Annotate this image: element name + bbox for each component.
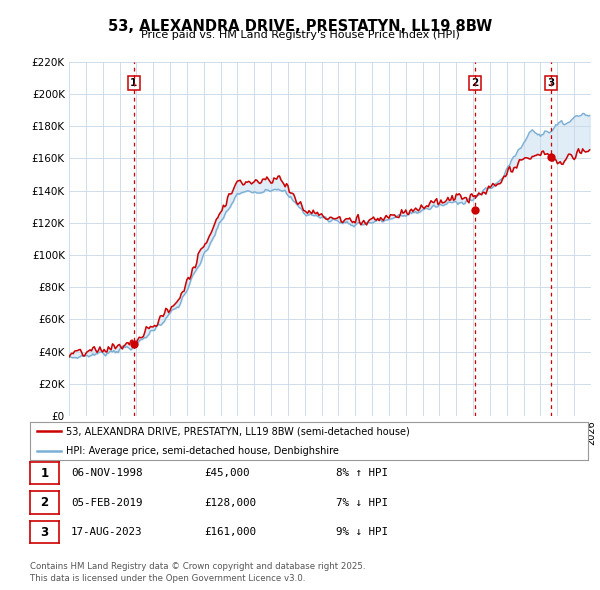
Text: Price paid vs. HM Land Registry's House Price Index (HPI): Price paid vs. HM Land Registry's House … bbox=[140, 30, 460, 40]
Text: £128,000: £128,000 bbox=[204, 498, 256, 507]
Text: 1: 1 bbox=[130, 78, 137, 88]
Text: 06-NOV-1998: 06-NOV-1998 bbox=[71, 468, 142, 478]
Text: 3: 3 bbox=[547, 78, 555, 88]
Text: 8% ↑ HPI: 8% ↑ HPI bbox=[336, 468, 388, 478]
Text: HPI: Average price, semi-detached house, Denbighshire: HPI: Average price, semi-detached house,… bbox=[66, 445, 339, 455]
Text: Contains HM Land Registry data © Crown copyright and database right 2025.
This d: Contains HM Land Registry data © Crown c… bbox=[30, 562, 365, 583]
Text: £161,000: £161,000 bbox=[204, 527, 256, 537]
Text: 1: 1 bbox=[40, 467, 49, 480]
Text: 9% ↓ HPI: 9% ↓ HPI bbox=[336, 527, 388, 537]
Text: 7% ↓ HPI: 7% ↓ HPI bbox=[336, 498, 388, 507]
Text: 2: 2 bbox=[40, 496, 49, 509]
Text: 05-FEB-2019: 05-FEB-2019 bbox=[71, 498, 142, 507]
Text: 3: 3 bbox=[40, 526, 49, 539]
Text: 2: 2 bbox=[471, 78, 478, 88]
Text: 53, ALEXANDRA DRIVE, PRESTATYN, LL19 8BW (semi-detached house): 53, ALEXANDRA DRIVE, PRESTATYN, LL19 8BW… bbox=[66, 427, 410, 437]
Text: 17-AUG-2023: 17-AUG-2023 bbox=[71, 527, 142, 537]
Text: £45,000: £45,000 bbox=[204, 468, 250, 478]
Text: 53, ALEXANDRA DRIVE, PRESTATYN, LL19 8BW: 53, ALEXANDRA DRIVE, PRESTATYN, LL19 8BW bbox=[108, 19, 492, 34]
